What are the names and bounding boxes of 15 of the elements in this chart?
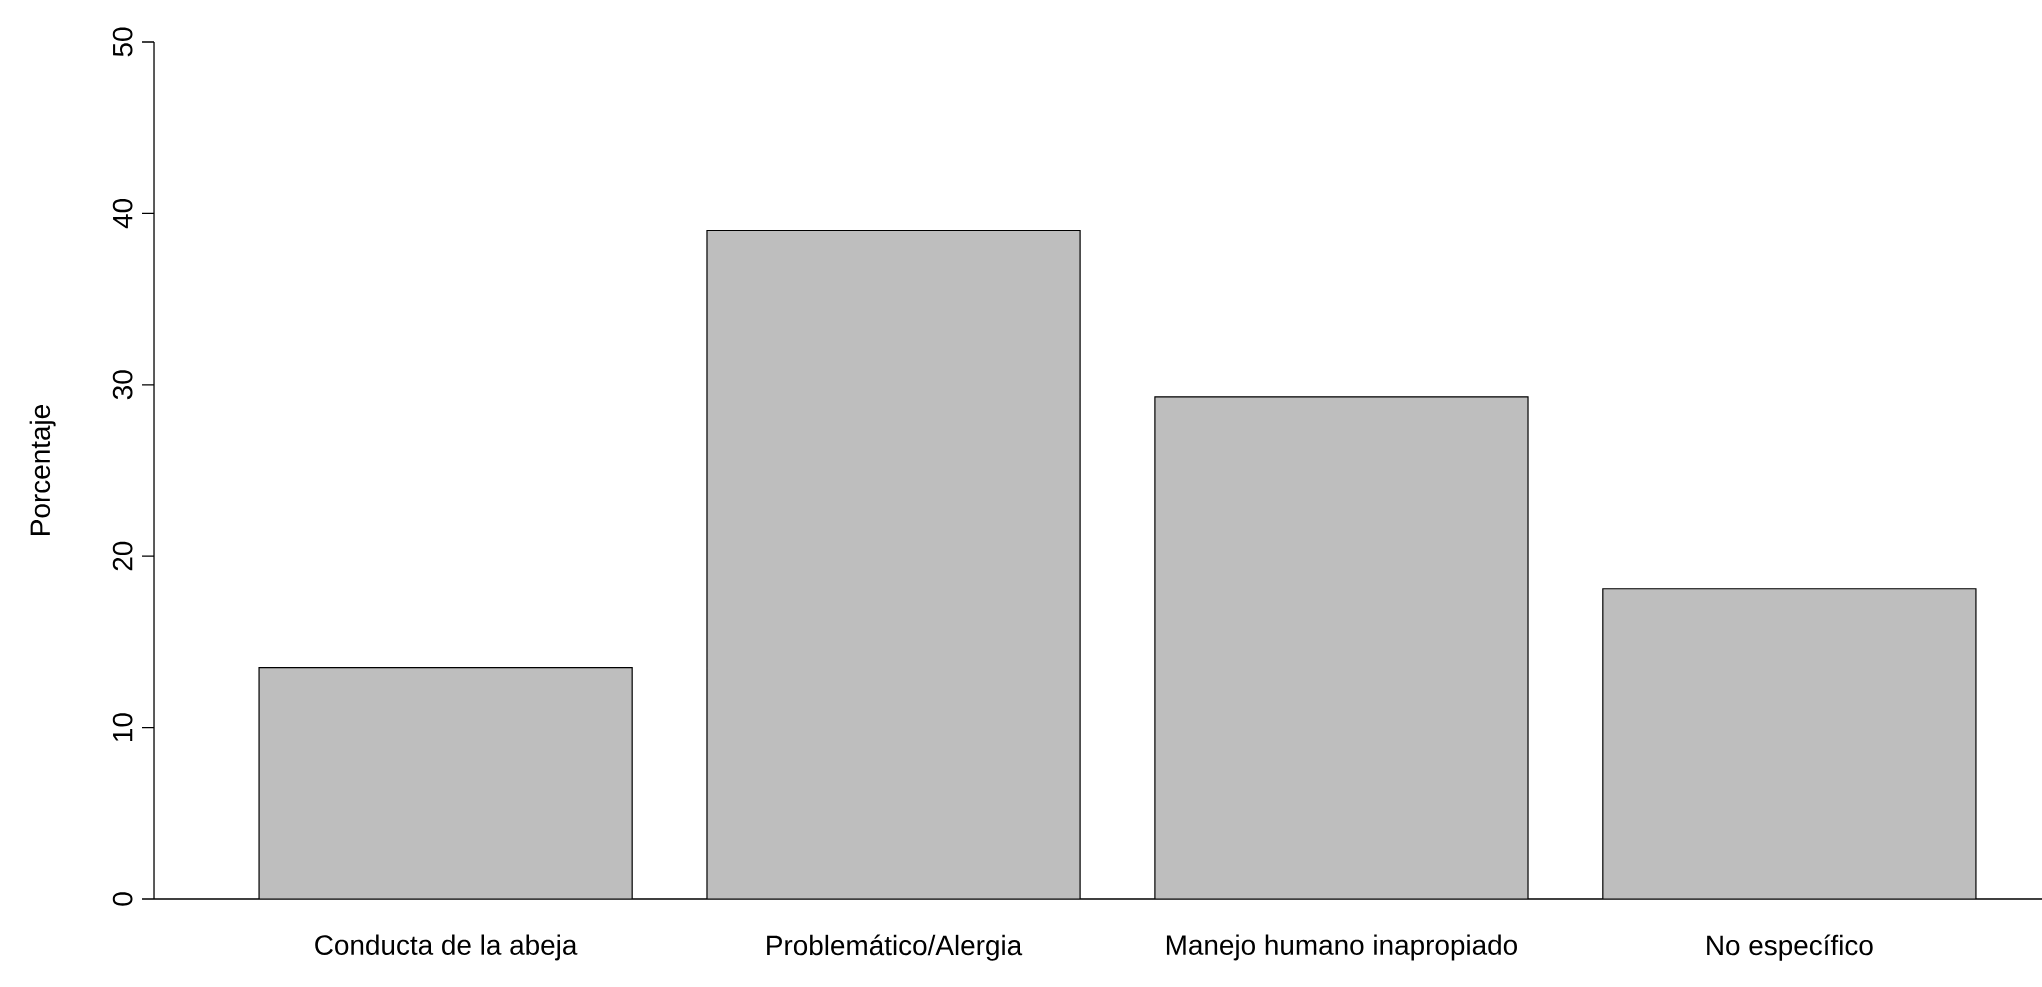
y-tick-label: 20	[112, 541, 133, 571]
y-axis-title: Porcentaje	[29, 405, 56, 535]
bar	[1154, 396, 1529, 899]
x-tick-label: Manejo humano inapropiado	[1166, 934, 1517, 961]
y-tick-label: 10	[112, 713, 133, 741]
bar	[258, 666, 633, 899]
y-tick-label: 50	[112, 27, 133, 57]
y-tick-label: 30	[112, 370, 133, 400]
x-tick-label: No específico	[1707, 934, 1873, 961]
bar	[1602, 588, 1977, 899]
x-tick-label: Conducta de la abeja	[315, 934, 578, 961]
y-tick-label: 0	[112, 892, 133, 906]
y-tick-label: 40	[112, 198, 133, 229]
bar	[706, 229, 1081, 899]
x-tick-label: Problemático/Alergia	[767, 934, 1023, 961]
